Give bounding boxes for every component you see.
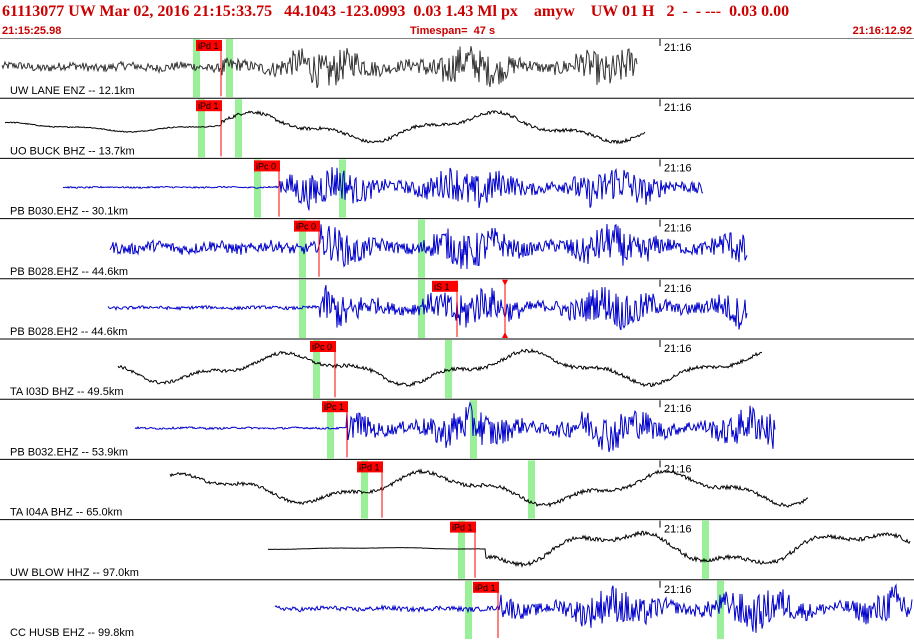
seismic-waveform[interactable] (134, 401, 776, 453)
channel-label: UW LANE ENZ -- 12.1km (10, 85, 135, 97)
event-type: px (500, 3, 518, 20)
marker-top-icon (502, 279, 508, 286)
event-tail-values: 0.03 0.00 (729, 3, 790, 20)
pick-flag[interactable] (432, 280, 458, 292)
time-tick-label: 21:16 (664, 162, 692, 174)
channel-row[interactable]: 21:16 iPd 1 UW BLOW HHZ -- 97.0km (0, 519, 914, 579)
pick-label: iPd 1 (198, 41, 219, 51)
pick-flag[interactable] (196, 40, 222, 51)
channel-label: UW BLOW HHZ -- 97.0km (10, 567, 139, 579)
pick-window-bar[interactable] (458, 520, 465, 579)
pick-window-bar[interactable] (717, 580, 724, 639)
pick-flag[interactable] (322, 401, 348, 413)
pick-label: iPd 1 (452, 523, 473, 533)
channel-row[interactable]: 21:16 iPd 1 UO BUCK BHZ -- 13.7km (0, 97, 914, 158)
event-header: 61113077 UW Mar 02, 2016 21:15:33.75 44.… (0, 0, 914, 38)
end-time-label: 21:16:12.92 (852, 25, 912, 37)
time-tick-label: 21:16 (664, 524, 692, 536)
pick-window-bar[interactable] (445, 340, 452, 399)
pick-label: iPd 1 (198, 101, 219, 111)
network-code: UW (68, 3, 96, 20)
waveform-canvas[interactable]: 21:16 iPd 1 UW LANE ENZ -- 12.1km 21:16 iPd … (0, 38, 914, 640)
event-count: 2 (666, 3, 675, 20)
pick-window-bar[interactable] (361, 460, 368, 519)
seismic-waveform[interactable] (109, 223, 748, 270)
time-tick-label: 21:16 (664, 584, 692, 596)
channel-row[interactable]: 21:16 iS 1 PB B028.EH2 -- 44.6km (0, 278, 914, 338)
pick-window-bar[interactable] (235, 99, 242, 158)
channel-row[interactable]: 21:16 iPc 0 TA I03D BHZ -- 49.5km (0, 338, 914, 399)
magnitude-type: Ml (477, 3, 497, 20)
event-dashes: - - --- (682, 3, 722, 20)
seismic-waveform[interactable] (267, 530, 911, 568)
event-longitude: -123.0993 (340, 3, 406, 20)
pick-window-bar[interactable] (299, 279, 306, 338)
event-summary-line: 61113077 UW Mar 02, 2016 21:15:33.75 44.… (2, 1, 914, 23)
channel-label: TA I03D BHZ -- 49.5km (10, 386, 124, 398)
channel-row[interactable]: 21:16 iPc 0 PB B030.EHZ -- 30.1km (0, 157, 914, 218)
event-latitude: 44.1043 (284, 3, 337, 20)
channel-label: PB B032.EHZ -- 53.9km (10, 446, 128, 458)
seismic-waveform[interactable] (107, 284, 748, 331)
pick-window-bar[interactable] (226, 39, 233, 98)
marker-bottom-icon (502, 332, 508, 338)
time-tick-label: 21:16 (664, 223, 692, 235)
time-tick-label: 21:16 (664, 343, 692, 355)
channel-label: PB B028.EHZ -- 44.6km (10, 266, 128, 278)
seismic-waveform[interactable] (1, 46, 638, 89)
channel-label: TA I04A BHZ -- 65.0km (10, 507, 122, 519)
seismic-waveform[interactable] (169, 468, 809, 508)
channel-row[interactable]: 21:16 iPc 0 PB B028.EHZ -- 44.6km (0, 218, 914, 278)
pick-flag[interactable] (310, 341, 336, 352)
time-tick-label: 21:16 (664, 403, 692, 415)
seismic-waveform[interactable] (4, 109, 646, 145)
timespan-label: Timespan= 47 s (410, 25, 496, 37)
pick-flag[interactable] (294, 220, 320, 232)
channel-row[interactable]: 21:16 iPc 1 PB B032.EHZ -- 53.9km (0, 398, 914, 459)
pick-label: iPc 0 (256, 161, 276, 171)
event-source: UW 01 H (590, 3, 655, 20)
channel-row[interactable]: 21:16 iPd 1 UW LANE ENZ -- 12.1km (0, 38, 914, 98)
start-time-label: 21:15:25.98 (2, 25, 62, 37)
seismic-waveform[interactable] (62, 167, 704, 211)
seismic-waveform[interactable] (274, 583, 913, 633)
pick-label: iPc 0 (312, 342, 332, 352)
pick-flag[interactable] (254, 160, 280, 172)
seismogram-panel[interactable]: 21:16 iPd 1 UW LANE ENZ -- 12.1km 21:16 iPd … (0, 38, 914, 640)
pick-flag[interactable] (196, 100, 222, 112)
pick-label: iS 1 (434, 282, 450, 292)
pick-label: iPd 1 (359, 462, 380, 472)
channel-label: CC HUSB EHZ -- 99.8km (10, 627, 134, 639)
pick-label: iPc 0 (296, 222, 316, 232)
pick-window-bar[interactable] (198, 99, 205, 158)
pick-window-bar[interactable] (313, 340, 320, 399)
pick-label: iPd 1 (475, 583, 496, 593)
event-id: 61113077 (2, 3, 65, 20)
pick-window-bar[interactable] (418, 279, 425, 338)
pick-window-bar[interactable] (702, 520, 709, 579)
pick-flag[interactable] (357, 461, 383, 473)
time-tick-label: 21:16 (664, 283, 692, 295)
time-tick-label: 21:16 (664, 42, 692, 54)
author-name: amyw (533, 3, 575, 20)
channel-label: PB B028.EH2 -- 44.6km (10, 326, 127, 338)
time-tick-label: 21:16 (664, 102, 692, 114)
channel-label: PB B030.EHZ -- 30.1km (10, 206, 128, 218)
pick-flag[interactable] (450, 521, 476, 533)
pick-label: iPc 1 (324, 402, 344, 412)
event-time: 21:15:33.75 (193, 3, 273, 20)
seismic-waveform[interactable] (117, 348, 763, 388)
event-date: Mar 02, 2016 (99, 3, 190, 20)
pick-window-bar[interactable] (528, 460, 535, 519)
pick-flag[interactable] (473, 581, 499, 593)
channel-row[interactable]: 21:16 iPd 1 CC HUSB EHZ -- 99.8km (0, 579, 914, 639)
channel-label: UO BUCK BHZ -- 13.7km (10, 145, 135, 157)
event-values: 0.03 1.43 (413, 3, 474, 20)
